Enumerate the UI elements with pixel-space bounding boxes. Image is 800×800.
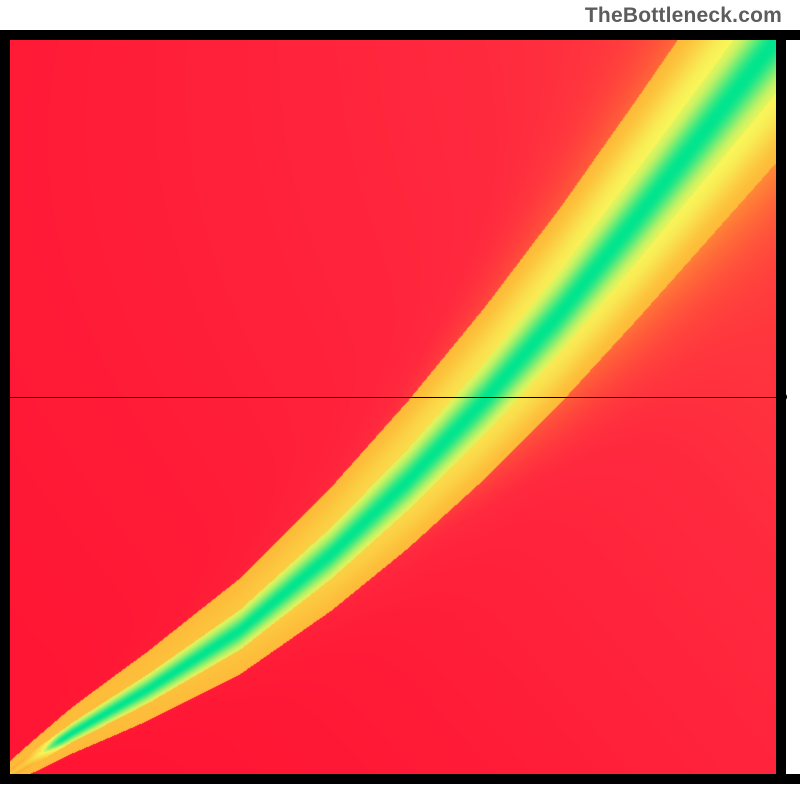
plot-border-right: [776, 30, 786, 784]
plot-border-bottom: [0, 774, 800, 784]
plot-border-left: [0, 30, 10, 784]
reference-hline: [10, 397, 786, 398]
plot-border-top: [0, 30, 800, 40]
watermark-text: TheBottleneck.com: [585, 4, 782, 28]
heatmap-plot: [10, 40, 776, 774]
heatmap-canvas: [10, 40, 776, 774]
